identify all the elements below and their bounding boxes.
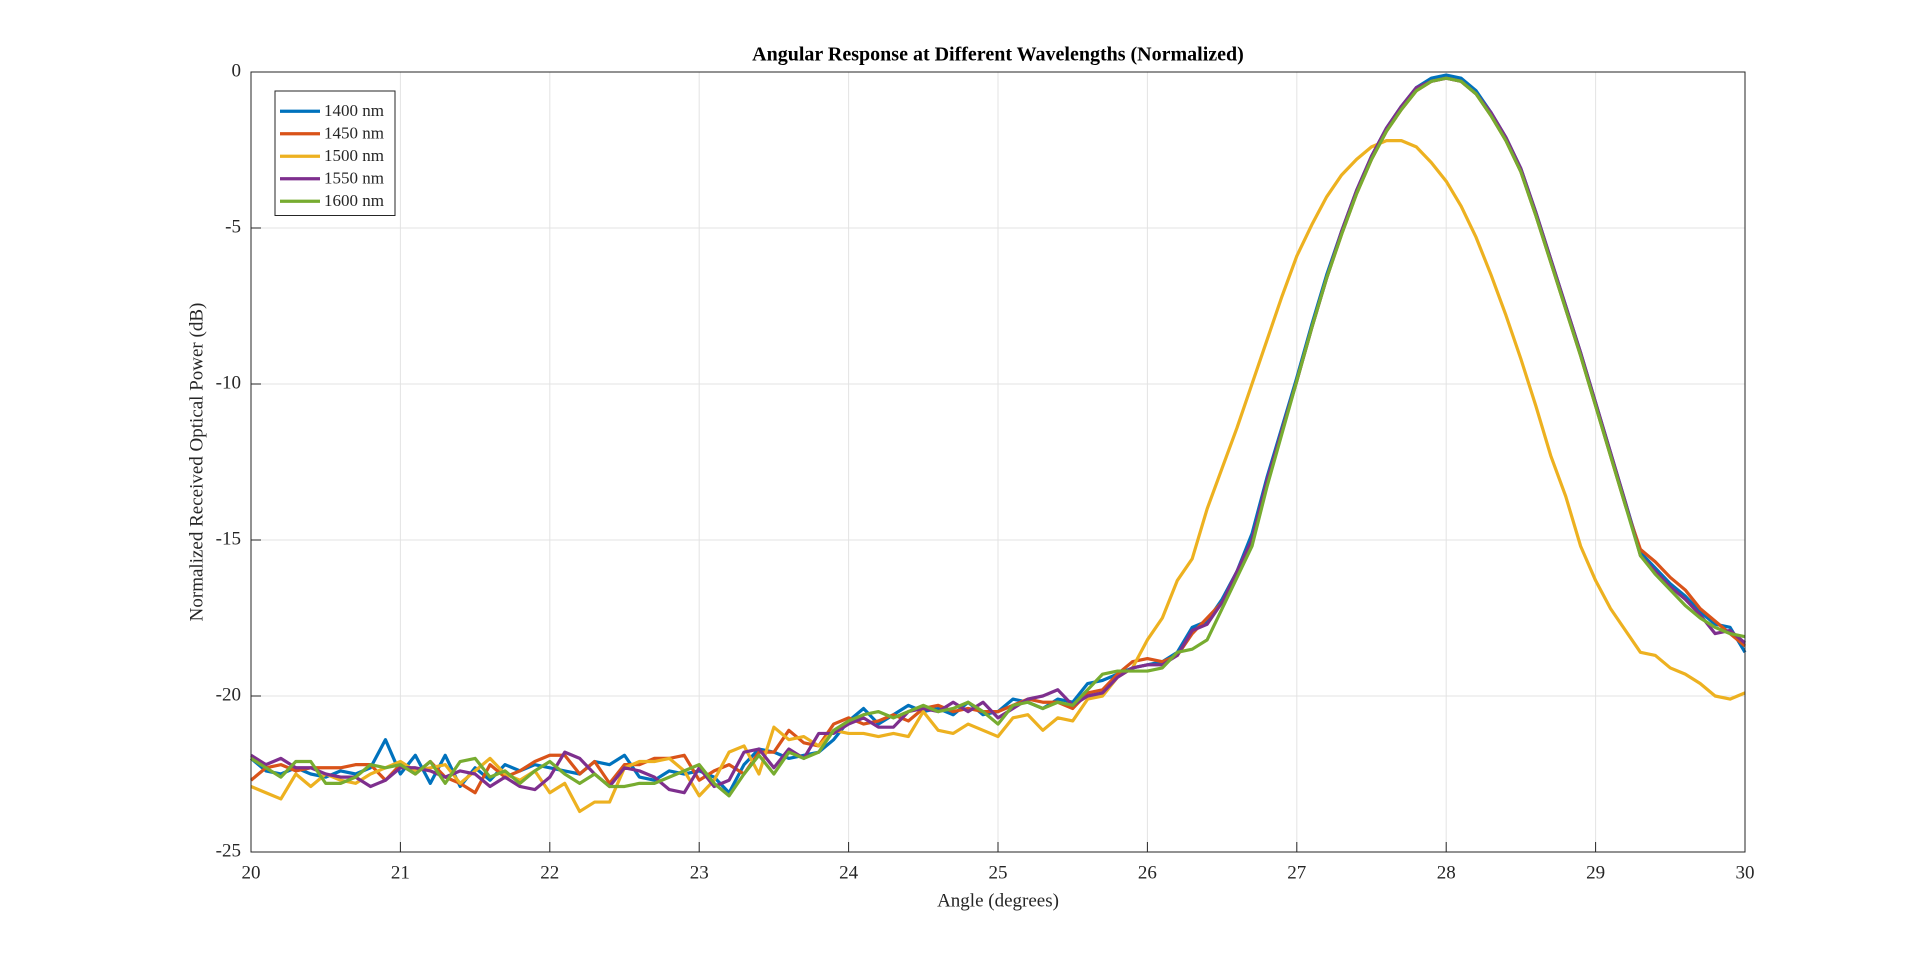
legend-label: 1600 nm: [324, 191, 384, 210]
chart-title: Angular Response at Different Wavelength…: [752, 44, 1244, 66]
legend-label: 1450 nm: [324, 124, 384, 143]
x-tick-label: 20: [242, 862, 261, 883]
plot-frame: [250, 71, 1746, 853]
y-tick-label: -10: [216, 372, 241, 393]
x-tick-label: 25: [989, 862, 1008, 883]
x-tick-label: 21: [391, 862, 410, 883]
x-tick-label: 29: [1586, 862, 1605, 883]
x-tick-label: 27: [1287, 862, 1306, 883]
legend-label: 1500 nm: [324, 146, 384, 165]
legend: 1400 nm 1450 nm 1500 nm 1550 nm 1600 nm: [274, 90, 396, 216]
y-tick-label: -20: [216, 684, 241, 705]
y-tick-label: -5: [225, 216, 241, 237]
x-tick-label: 23: [690, 862, 709, 883]
data-line: [250, 76, 1747, 795]
x-tick-label: 30: [1736, 862, 1755, 883]
legend-label: 1550 nm: [324, 169, 384, 188]
legend-label: 1400 nm: [324, 101, 384, 120]
x-tick-label: 22: [540, 862, 559, 883]
x-tick-label: 26: [1138, 862, 1157, 883]
data-line: [250, 139, 1746, 814]
x-tick-label: 24: [839, 862, 859, 883]
y-tick-label: -25: [216, 840, 241, 861]
data-line: [250, 76, 1746, 798]
x-axis-label: Angle (degrees): [937, 890, 1059, 911]
x-tick-label: 28: [1437, 862, 1456, 883]
y-tick-label: -15: [216, 528, 241, 549]
y-tick-label: 0: [232, 60, 242, 81]
y-axis-label: Normalized Received Optical Power (dB): [186, 303, 207, 622]
